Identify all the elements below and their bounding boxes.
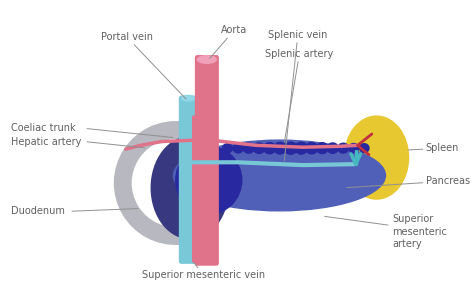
- Ellipse shape: [176, 146, 242, 214]
- Ellipse shape: [306, 142, 318, 154]
- Ellipse shape: [274, 142, 286, 154]
- FancyBboxPatch shape: [193, 116, 202, 262]
- Text: Superior mesenteric vein: Superior mesenteric vein: [143, 262, 265, 281]
- Ellipse shape: [338, 143, 348, 153]
- FancyBboxPatch shape: [180, 96, 197, 263]
- Ellipse shape: [223, 144, 232, 153]
- Text: Hepatic artery: Hepatic artery: [11, 137, 81, 147]
- Ellipse shape: [349, 144, 359, 153]
- Text: Splenic artery: Splenic artery: [265, 49, 334, 142]
- Text: Portal vein: Portal vein: [101, 32, 186, 99]
- Ellipse shape: [233, 143, 243, 153]
- Ellipse shape: [359, 144, 369, 153]
- Ellipse shape: [345, 116, 409, 199]
- Ellipse shape: [284, 142, 297, 154]
- Wedge shape: [115, 122, 213, 244]
- Wedge shape: [132, 140, 205, 226]
- Ellipse shape: [264, 143, 275, 154]
- Text: Coeliac trunk: Coeliac trunk: [11, 123, 75, 133]
- Ellipse shape: [182, 95, 195, 101]
- Ellipse shape: [173, 140, 385, 211]
- Ellipse shape: [198, 56, 216, 63]
- Ellipse shape: [295, 142, 308, 154]
- Ellipse shape: [316, 143, 328, 154]
- Ellipse shape: [327, 143, 338, 153]
- Text: Aorta: Aorta: [210, 25, 247, 58]
- Text: Pancreas: Pancreas: [347, 176, 470, 188]
- Ellipse shape: [151, 137, 228, 239]
- FancyBboxPatch shape: [196, 56, 218, 265]
- Text: Duodenum: Duodenum: [11, 206, 64, 216]
- Text: Spleen: Spleen: [408, 143, 459, 153]
- Ellipse shape: [243, 143, 254, 153]
- Text: Splenic vein: Splenic vein: [268, 30, 328, 161]
- Text: Superior
mesenteric
artery: Superior mesenteric artery: [392, 214, 447, 249]
- Ellipse shape: [254, 143, 265, 154]
